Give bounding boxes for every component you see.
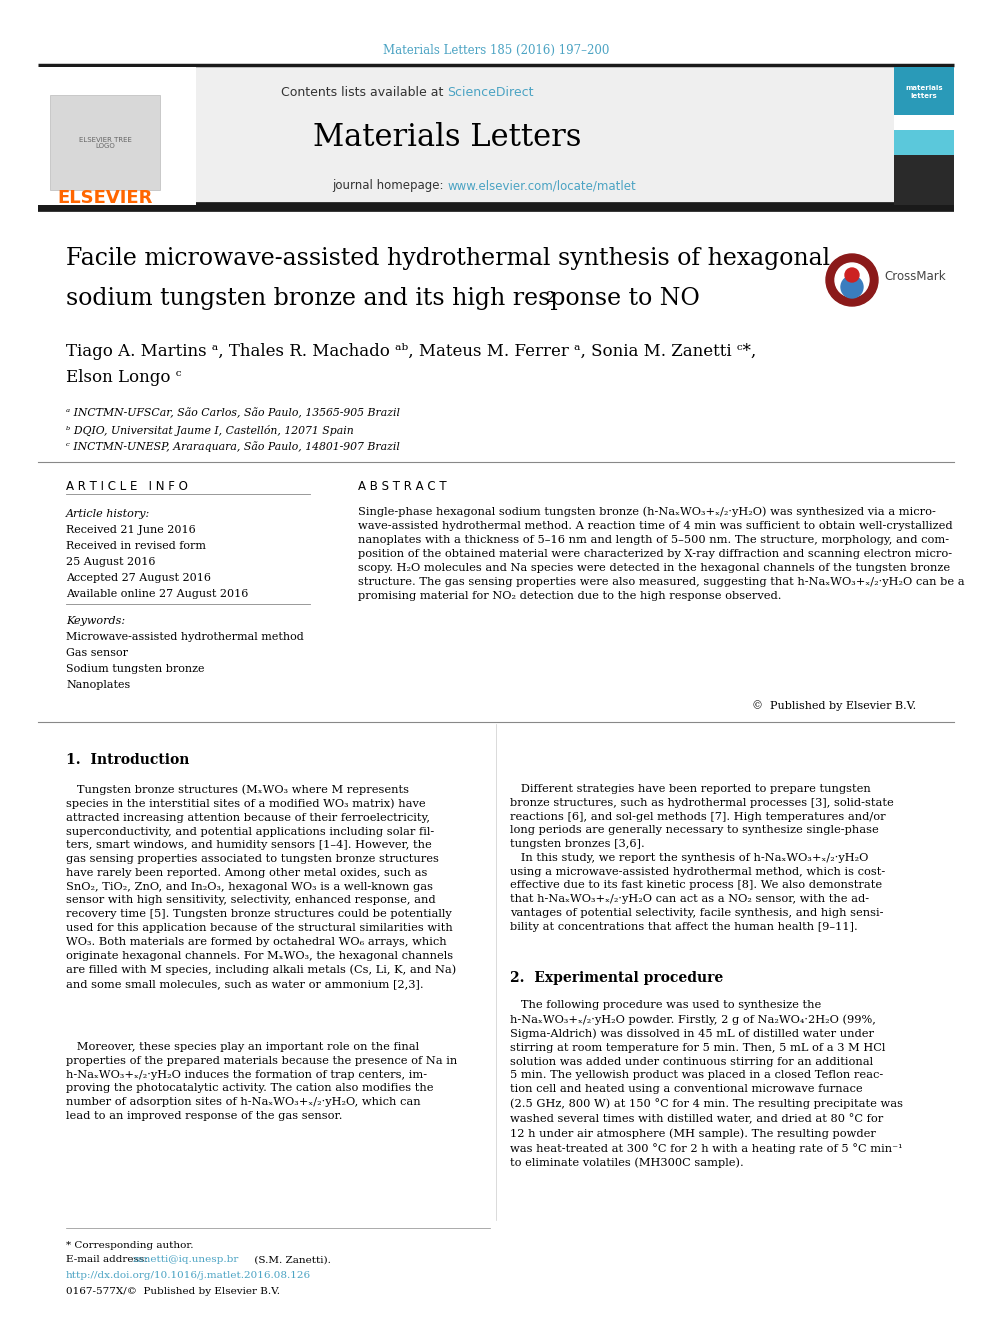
- Text: Facile microwave-assisted hydrothermal synthesis of hexagonal: Facile microwave-assisted hydrothermal s…: [66, 246, 830, 270]
- Text: ᶜ INCTMN-UNESP, Araraquara, São Paulo, 14801-907 Brazil: ᶜ INCTMN-UNESP, Araraquara, São Paulo, 1…: [66, 442, 400, 452]
- Text: * Corresponding author.: * Corresponding author.: [66, 1241, 193, 1249]
- Text: Moreover, these species play an important role on the final
properties of the pr: Moreover, these species play an importan…: [66, 1043, 457, 1121]
- Text: ©  Published by Elsevier B.V.: © Published by Elsevier B.V.: [752, 701, 916, 712]
- Text: Gas sensor: Gas sensor: [66, 648, 128, 658]
- Text: Microwave-assisted hydrothermal method: Microwave-assisted hydrothermal method: [66, 632, 304, 642]
- Text: Accepted 27 August 2016: Accepted 27 August 2016: [66, 573, 211, 583]
- Text: ELSEVIER: ELSEVIER: [58, 189, 153, 206]
- Circle shape: [841, 277, 863, 298]
- FancyBboxPatch shape: [894, 155, 954, 205]
- FancyBboxPatch shape: [50, 95, 160, 191]
- Text: ScienceDirect: ScienceDirect: [447, 86, 534, 98]
- Text: (S.M. Zanetti).: (S.M. Zanetti).: [251, 1256, 331, 1265]
- Text: ᵇ DQIO, Universitat Jaume I, Castellón, 12071 Spain: ᵇ DQIO, Universitat Jaume I, Castellón, …: [66, 425, 354, 435]
- Text: Materials Letters 185 (2016) 197–200: Materials Letters 185 (2016) 197–200: [383, 44, 609, 57]
- Text: Materials Letters: Materials Letters: [312, 123, 581, 153]
- Circle shape: [845, 269, 859, 282]
- Text: 25 August 2016: 25 August 2016: [66, 557, 156, 568]
- Text: www.elsevier.com/locate/matlet: www.elsevier.com/locate/matlet: [447, 180, 636, 193]
- Text: Tiago A. Martins ᵃ, Thales R. Machado ᵃᵇ, Mateus M. Ferrer ᵃ, Sonia M. Zanetti ᶜ: Tiago A. Martins ᵃ, Thales R. Machado ᵃᵇ…: [66, 344, 756, 360]
- FancyBboxPatch shape: [38, 67, 196, 205]
- Text: Single-phase hexagonal sodium tungsten bronze (h-NaₓWO₃+ₓ/₂·yH₂O) was synthesize: Single-phase hexagonal sodium tungsten b…: [358, 505, 964, 601]
- Text: sodium tungsten bronze and its high response to NO: sodium tungsten bronze and its high resp…: [66, 287, 700, 310]
- Text: Different strategies have been reported to prepare tungsten
bronze structures, s: Different strategies have been reported …: [510, 785, 894, 931]
- Text: CrossMark: CrossMark: [884, 270, 945, 283]
- Text: Nanoplates: Nanoplates: [66, 680, 130, 691]
- Text: ELSEVIER TREE
LOGO: ELSEVIER TREE LOGO: [78, 136, 131, 149]
- Circle shape: [835, 263, 869, 296]
- FancyBboxPatch shape: [894, 130, 954, 155]
- Text: Sodium tungsten bronze: Sodium tungsten bronze: [66, 664, 204, 673]
- Text: The following procedure was used to synthesize the
h-NaₓWO₃+ₓ/₂·yH₂O powder. Fir: The following procedure was used to synt…: [510, 1000, 903, 1168]
- Text: Article history:: Article history:: [66, 509, 150, 519]
- Text: Received 21 June 2016: Received 21 June 2016: [66, 525, 195, 534]
- Text: 2.  Experimental procedure: 2. Experimental procedure: [510, 971, 723, 986]
- Text: Contents lists available at: Contents lists available at: [281, 86, 447, 98]
- Circle shape: [826, 254, 878, 306]
- Text: Available online 27 August 2016: Available online 27 August 2016: [66, 589, 248, 599]
- Text: Elson Longo ᶜ: Elson Longo ᶜ: [66, 369, 182, 386]
- Text: Tungsten bronze structures (MₓWO₃ where M represents
species in the interstitial: Tungsten bronze structures (MₓWO₃ where …: [66, 785, 456, 988]
- Text: E-mail address:: E-mail address:: [66, 1256, 151, 1265]
- Text: Keywords:: Keywords:: [66, 617, 125, 626]
- Text: materials
letters: materials letters: [905, 86, 942, 98]
- FancyBboxPatch shape: [38, 67, 894, 205]
- Text: A R T I C L E   I N F O: A R T I C L E I N F O: [66, 479, 187, 492]
- FancyBboxPatch shape: [894, 67, 954, 115]
- Text: http://dx.doi.org/10.1016/j.matlet.2016.08.126: http://dx.doi.org/10.1016/j.matlet.2016.…: [66, 1271, 311, 1281]
- Text: zanetti@iq.unesp.br: zanetti@iq.unesp.br: [133, 1256, 239, 1265]
- Text: Received in revised form: Received in revised form: [66, 541, 206, 550]
- Text: 2: 2: [546, 291, 556, 306]
- Text: 1.  Introduction: 1. Introduction: [66, 753, 189, 767]
- Text: 0167-577X/©  Published by Elsevier B.V.: 0167-577X/© Published by Elsevier B.V.: [66, 1287, 280, 1297]
- Text: journal homepage:: journal homepage:: [331, 180, 447, 193]
- Text: ᵃ INCTMN-UFSCar, São Carlos, São Paulo, 13565-905 Brazil: ᵃ INCTMN-UFSCar, São Carlos, São Paulo, …: [66, 407, 400, 418]
- Text: A B S T R A C T: A B S T R A C T: [358, 479, 446, 492]
